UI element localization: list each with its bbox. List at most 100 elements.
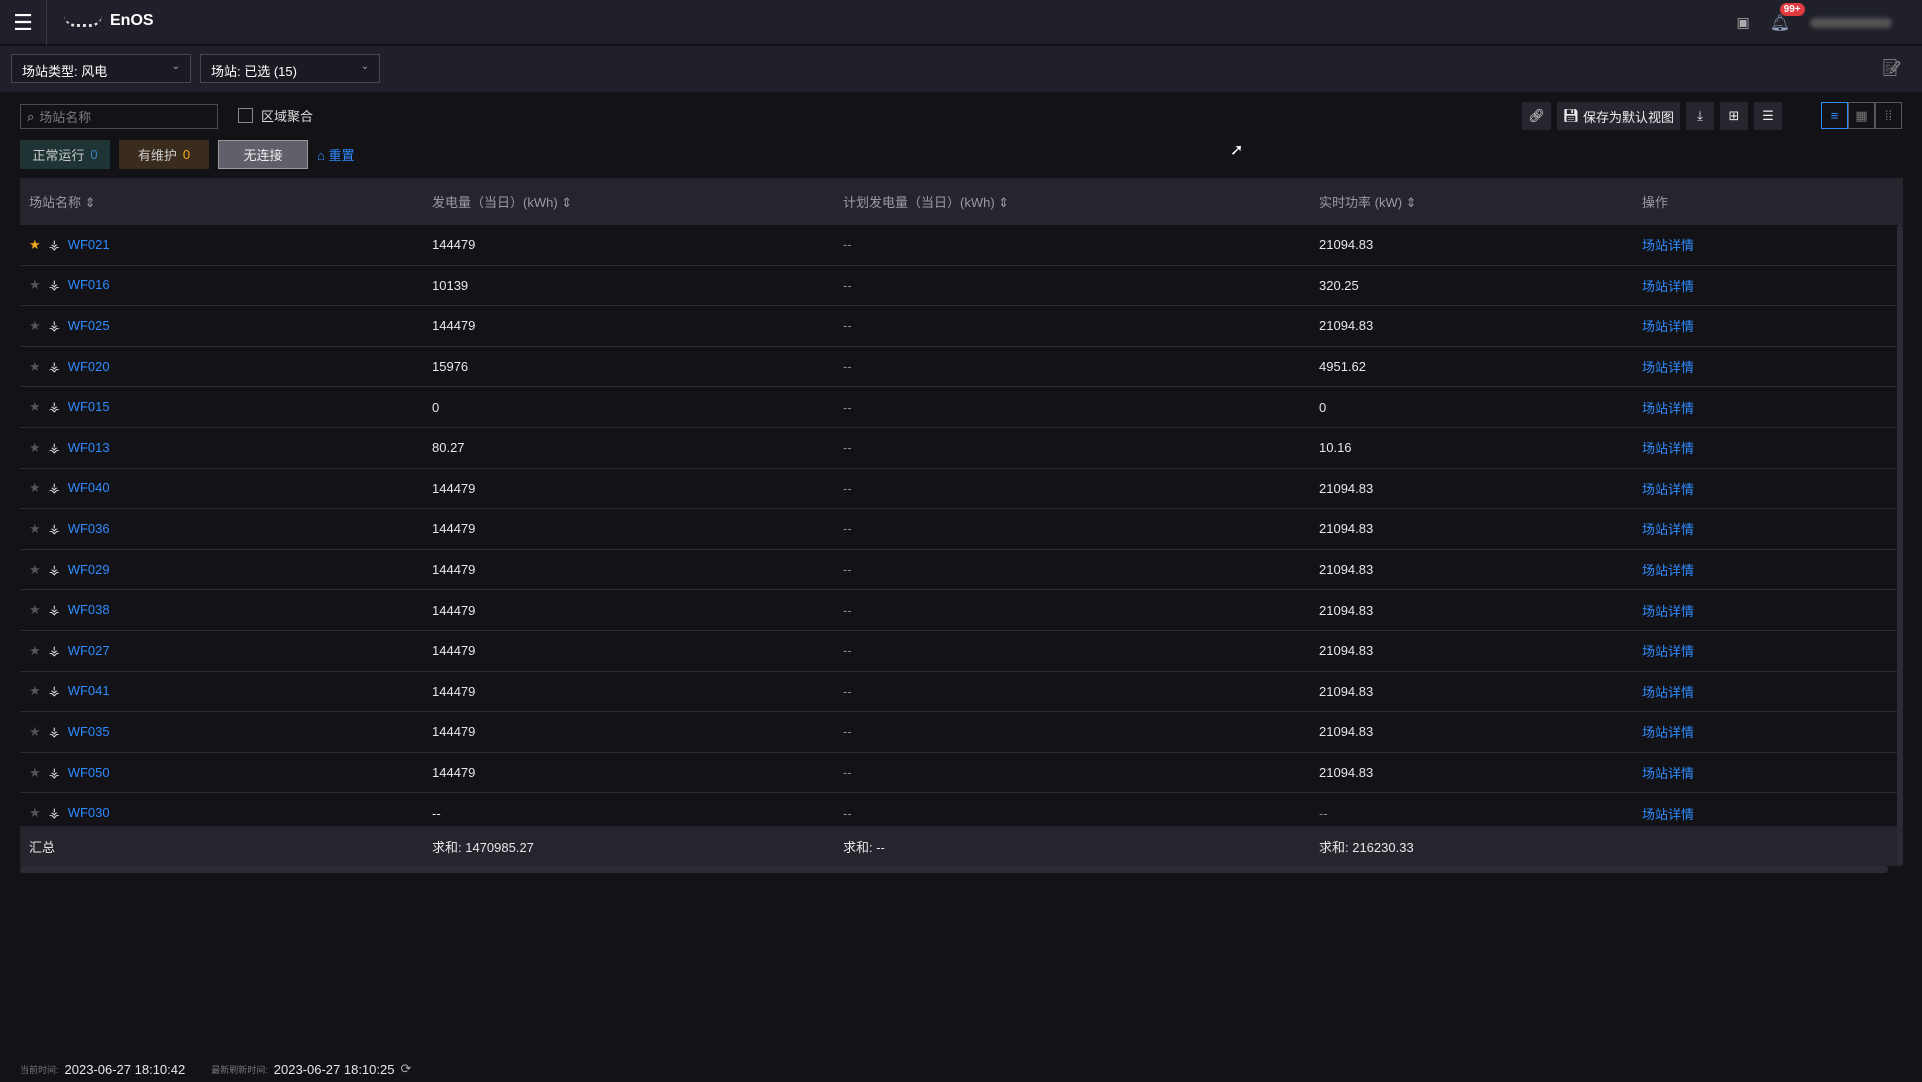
status-count: 0 [182, 147, 191, 162]
star-icon[interactable]: ★ [29, 399, 41, 415]
broom-icon: ⌂ [317, 148, 325, 163]
station-link[interactable]: WF025 [67, 317, 110, 333]
site-type-select[interactable]: 场站类型: 风电 ⌄ [11, 54, 191, 83]
name-cell: ★ ⚶ WF015 [29, 399, 110, 415]
station-details-link[interactable]: 场站详情 [1642, 238, 1695, 254]
sort-icon[interactable]: ⇕ [1405, 195, 1417, 210]
link-button[interactable]: 🔗︎ [1522, 102, 1551, 130]
station-details-link[interactable]: 场站详情 [1642, 563, 1695, 579]
header-label: 实时功率 (kW) [1319, 195, 1403, 210]
header-name[interactable]: 场站名称 ⇕ [29, 192, 96, 211]
status-filter-disconnected[interactable]: 无连接 [218, 140, 308, 169]
table-row: ★ ⚶ WF029 144479 -- 21094.83 场站详情 [20, 550, 1903, 591]
station-link[interactable]: WF035 [67, 723, 110, 739]
star-icon[interactable]: ★ [29, 317, 41, 333]
planned-cell: -- [843, 440, 852, 456]
header-planned[interactable]: 计划发电量（当日）(kWh) ⇕ [843, 192, 1009, 211]
station-details-link[interactable]: 场站详情 [1642, 441, 1695, 457]
star-icon[interactable]: ★ [29, 277, 41, 293]
star-icon[interactable]: ★ [29, 561, 41, 577]
name-cell: ★ ⚶ WF038 [29, 602, 110, 618]
table-row: ★ ⚶ WF050 144479 -- 21094.83 场站详情 [20, 753, 1903, 794]
status-filter-maintenance[interactable]: 有维护 0 [119, 140, 209, 169]
search-input[interactable]: ⌕ 场站名称 [20, 104, 218, 129]
star-icon[interactable]: ★ [29, 439, 41, 455]
planned-cell: -- [843, 359, 852, 375]
horizontal-scrollbar[interactable] [20, 866, 1888, 873]
star-icon[interactable]: ★ [29, 358, 41, 374]
table-row: ★ ⚶ WF040 144479 -- 21094.83 场站详情 [20, 469, 1903, 510]
generation-cell: 144479 [432, 724, 476, 740]
star-icon[interactable]: ★ [29, 480, 41, 496]
checkbox[interactable] [238, 108, 253, 123]
star-icon[interactable]: ★ [29, 642, 41, 658]
station-details-link[interactable]: 场站详情 [1642, 684, 1695, 700]
vertical-scrollbar[interactable] [1897, 225, 1903, 865]
reset-button[interactable]: ⌂ 重置 [317, 145, 355, 164]
star-icon[interactable]: ★ [29, 764, 41, 780]
monitor-icon[interactable]: ▣ [1736, 14, 1750, 30]
station-link[interactable]: WF015 [67, 399, 110, 415]
save-default-view-button[interactable]: 💾︎ 保存为默认视图 [1556, 102, 1680, 130]
top-bar: ☰ EnOS ▣ 🔔︎ 99+ [0, 0, 1922, 45]
list-view-button[interactable]: ≡ [1821, 102, 1848, 129]
name-cell: ★ ⚶ WF035 [29, 724, 110, 740]
menu-icon[interactable]: ☰ [0, 0, 47, 45]
brand-name: EnOS [110, 12, 154, 29]
station-details-link[interactable]: 场站详情 [1642, 725, 1695, 741]
name-cell: ★ ⚶ WF025 [29, 318, 110, 334]
sort-icon[interactable]: ⇕ [561, 195, 573, 210]
station-link[interactable]: WF021 [67, 236, 110, 252]
station-details-link[interactable]: 场站详情 [1642, 400, 1695, 416]
add-widget-button[interactable]: ⊞ [1720, 102, 1748, 130]
status-filter-normal[interactable]: 正常运行 0 [20, 140, 110, 169]
station-link[interactable]: WF036 [67, 520, 110, 536]
station-link[interactable]: WF020 [67, 358, 110, 374]
status-label: 无连接 [243, 148, 283, 163]
station-link[interactable]: WF013 [67, 439, 110, 455]
star-icon[interactable]: ★ [29, 805, 41, 821]
star-icon[interactable]: ★ [29, 602, 41, 618]
card-view-button[interactable]: ▦ [1848, 102, 1875, 129]
region-aggregate-checkbox[interactable]: 区域聚合 [238, 106, 313, 125]
star-icon[interactable]: ★ [29, 520, 41, 536]
station-link[interactable]: WF040 [67, 480, 110, 496]
station-details-link[interactable]: 场站详情 [1642, 766, 1695, 782]
star-icon[interactable]: ★ [29, 236, 41, 252]
station-link[interactable]: WF041 [67, 683, 110, 699]
station-details-link[interactable]: 场站详情 [1642, 278, 1695, 294]
user-avatar[interactable] [1810, 17, 1892, 28]
station-details-link[interactable]: 场站详情 [1642, 481, 1695, 497]
table-row: ★ ⚶ WF020 15976 -- 4951.62 场站详情 [20, 347, 1903, 388]
header-power[interactable]: 实时功率 (kW) ⇕ [1319, 192, 1417, 211]
star-icon[interactable]: ★ [29, 683, 41, 699]
header-generation[interactable]: 发电量（当日）(kWh) ⇕ [432, 192, 572, 211]
download-button[interactable]: ⤓ [1686, 102, 1714, 130]
site-select[interactable]: 场站: 已选 (15) ⌄ [200, 54, 380, 83]
station-link[interactable]: WF029 [67, 561, 110, 577]
notes-icon[interactable]: 📝︎ [1881, 60, 1902, 77]
refresh-icon[interactable]: ⟳ [400, 1061, 412, 1076]
mouse-cursor: ➚ [1230, 142, 1244, 159]
sort-icon[interactable]: ⇕ [998, 195, 1010, 210]
sort-icon[interactable]: ⇕ [84, 195, 96, 210]
station-link[interactable]: WF027 [67, 642, 110, 658]
compact-view-button[interactable]: ⁞⁞ [1875, 102, 1902, 129]
table-row: ★ ⚶ WF025 144479 -- 21094.83 场站详情 [20, 306, 1903, 347]
station-link[interactable]: WF030 [67, 805, 110, 821]
refresh-time-label: 最新刷新时间: [211, 1064, 268, 1075]
station-link[interactable]: WF016 [67, 277, 110, 293]
station-details-link[interactable]: 场站详情 [1642, 644, 1695, 660]
column-settings-button[interactable]: ☰ [1754, 102, 1782, 130]
station-details-link[interactable]: 场站详情 [1642, 522, 1695, 538]
station-details-link[interactable]: 场站详情 [1642, 603, 1695, 619]
star-icon[interactable]: ★ [29, 723, 41, 739]
station-details-link[interactable]: 场站详情 [1642, 360, 1695, 376]
chevron-down-icon: ⌄ [171, 61, 180, 72]
save-label: 保存为默认视图 [1582, 109, 1674, 125]
station-details-link[interactable]: 场站详情 [1642, 806, 1695, 822]
station-link[interactable]: WF038 [67, 602, 110, 618]
bell-icon[interactable]: 🔔︎ 99+ [1770, 2, 1805, 33]
station-link[interactable]: WF050 [67, 764, 110, 780]
station-details-link[interactable]: 场站详情 [1642, 319, 1695, 335]
